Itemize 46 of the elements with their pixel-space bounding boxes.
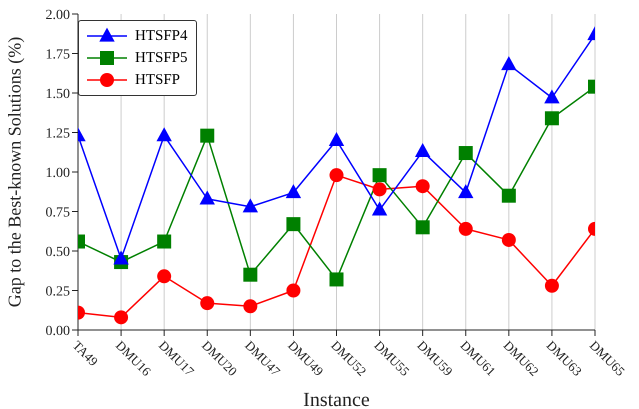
y-tick-label: 0.50 <box>46 244 70 260</box>
point <box>286 184 302 198</box>
point <box>458 184 474 198</box>
point <box>286 217 300 232</box>
y-tick-label: 0.25 <box>46 284 70 300</box>
point <box>544 111 559 126</box>
point <box>372 202 388 216</box>
point <box>414 143 430 158</box>
point <box>416 220 430 234</box>
point <box>200 296 214 310</box>
point <box>330 168 344 182</box>
point <box>502 188 516 203</box>
point <box>243 299 258 314</box>
point <box>458 146 473 160</box>
legend-label: HTSFP <box>135 72 180 88</box>
x-axis-title: Instance <box>303 389 370 409</box>
y-tick-label: 2.00 <box>46 8 70 23</box>
point <box>200 190 215 204</box>
point <box>501 56 517 70</box>
point <box>544 278 559 293</box>
y-tick-label: 0.75 <box>46 205 70 220</box>
point <box>328 132 344 146</box>
point <box>242 198 258 212</box>
y-tick-label: 1.00 <box>46 166 70 181</box>
point <box>372 182 387 196</box>
point <box>458 222 473 236</box>
y-tick-label: 1.75 <box>46 47 70 62</box>
legend-label: HTSFP5 <box>135 50 188 66</box>
y-tick-label: 0.00 <box>46 324 70 339</box>
point <box>502 232 516 247</box>
point <box>372 168 387 182</box>
point <box>114 310 128 324</box>
point <box>416 179 430 194</box>
point <box>243 268 258 282</box>
point <box>157 269 172 284</box>
point <box>113 250 129 264</box>
legend-label: HTSFP4 <box>135 28 188 44</box>
y-tick-label: 1.25 <box>46 126 70 142</box>
y-axis-title: Gap to the Best-known Solutions (%) <box>4 36 24 308</box>
point <box>200 128 214 143</box>
point <box>157 234 172 249</box>
point <box>544 89 560 104</box>
point <box>330 272 344 286</box>
point <box>156 127 172 142</box>
y-tick-label: 1.50 <box>46 86 70 102</box>
point <box>286 284 300 298</box>
